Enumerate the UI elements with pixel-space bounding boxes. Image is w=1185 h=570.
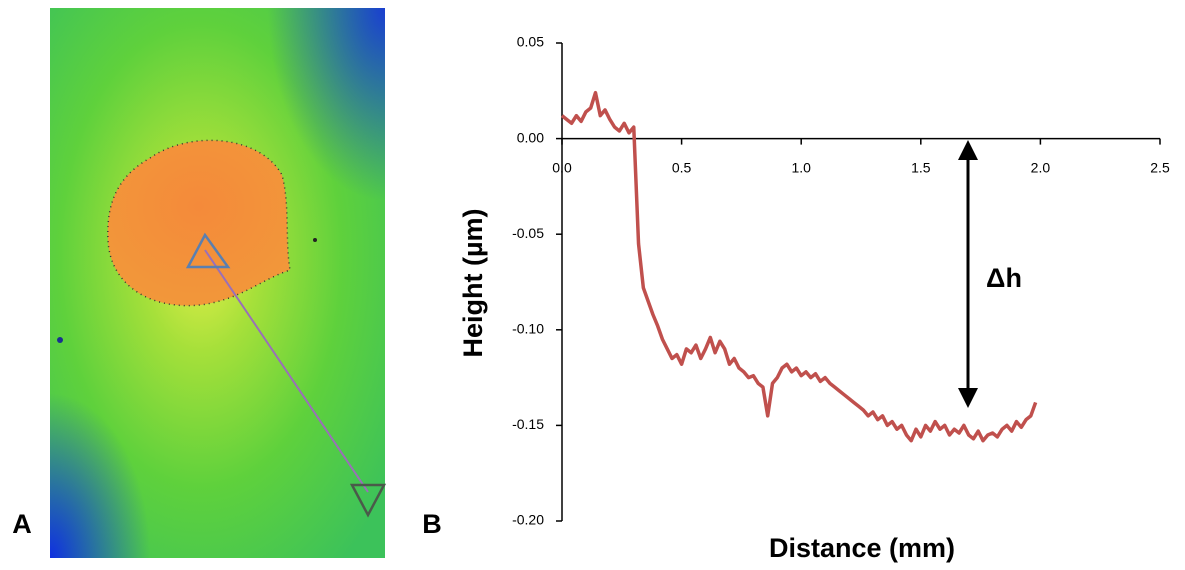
delta-arrow [958, 140, 978, 408]
y-tick-label: -0.10 [512, 321, 544, 337]
panel-a-image [50, 8, 387, 558]
x-tick-label: 1.0 [791, 159, 811, 175]
annotation: Δh [986, 263, 1022, 293]
y-tick-label: -0.15 [512, 416, 544, 432]
y-tick-label: -0.20 [512, 512, 544, 528]
x-axis-title: Distance (mm) [769, 533, 955, 563]
y-axis-title: Height (µm) [458, 208, 488, 357]
x-tick-label: 2.0 [1031, 159, 1051, 175]
x-tick-label: 0.5 [672, 159, 692, 175]
y-tick-label: 0.05 [517, 34, 544, 50]
x-tick-label: 2.5 [1150, 159, 1170, 175]
y-tick-label: 0.00 [517, 129, 544, 145]
panel-label: A [12, 509, 32, 539]
x-tick-label: 1.5 [911, 159, 931, 175]
y-tick-label: -0.05 [512, 225, 544, 241]
panel-label: B [422, 509, 442, 539]
data-line [560, 90, 1038, 443]
x-tick-label: 0.0 [552, 159, 572, 175]
